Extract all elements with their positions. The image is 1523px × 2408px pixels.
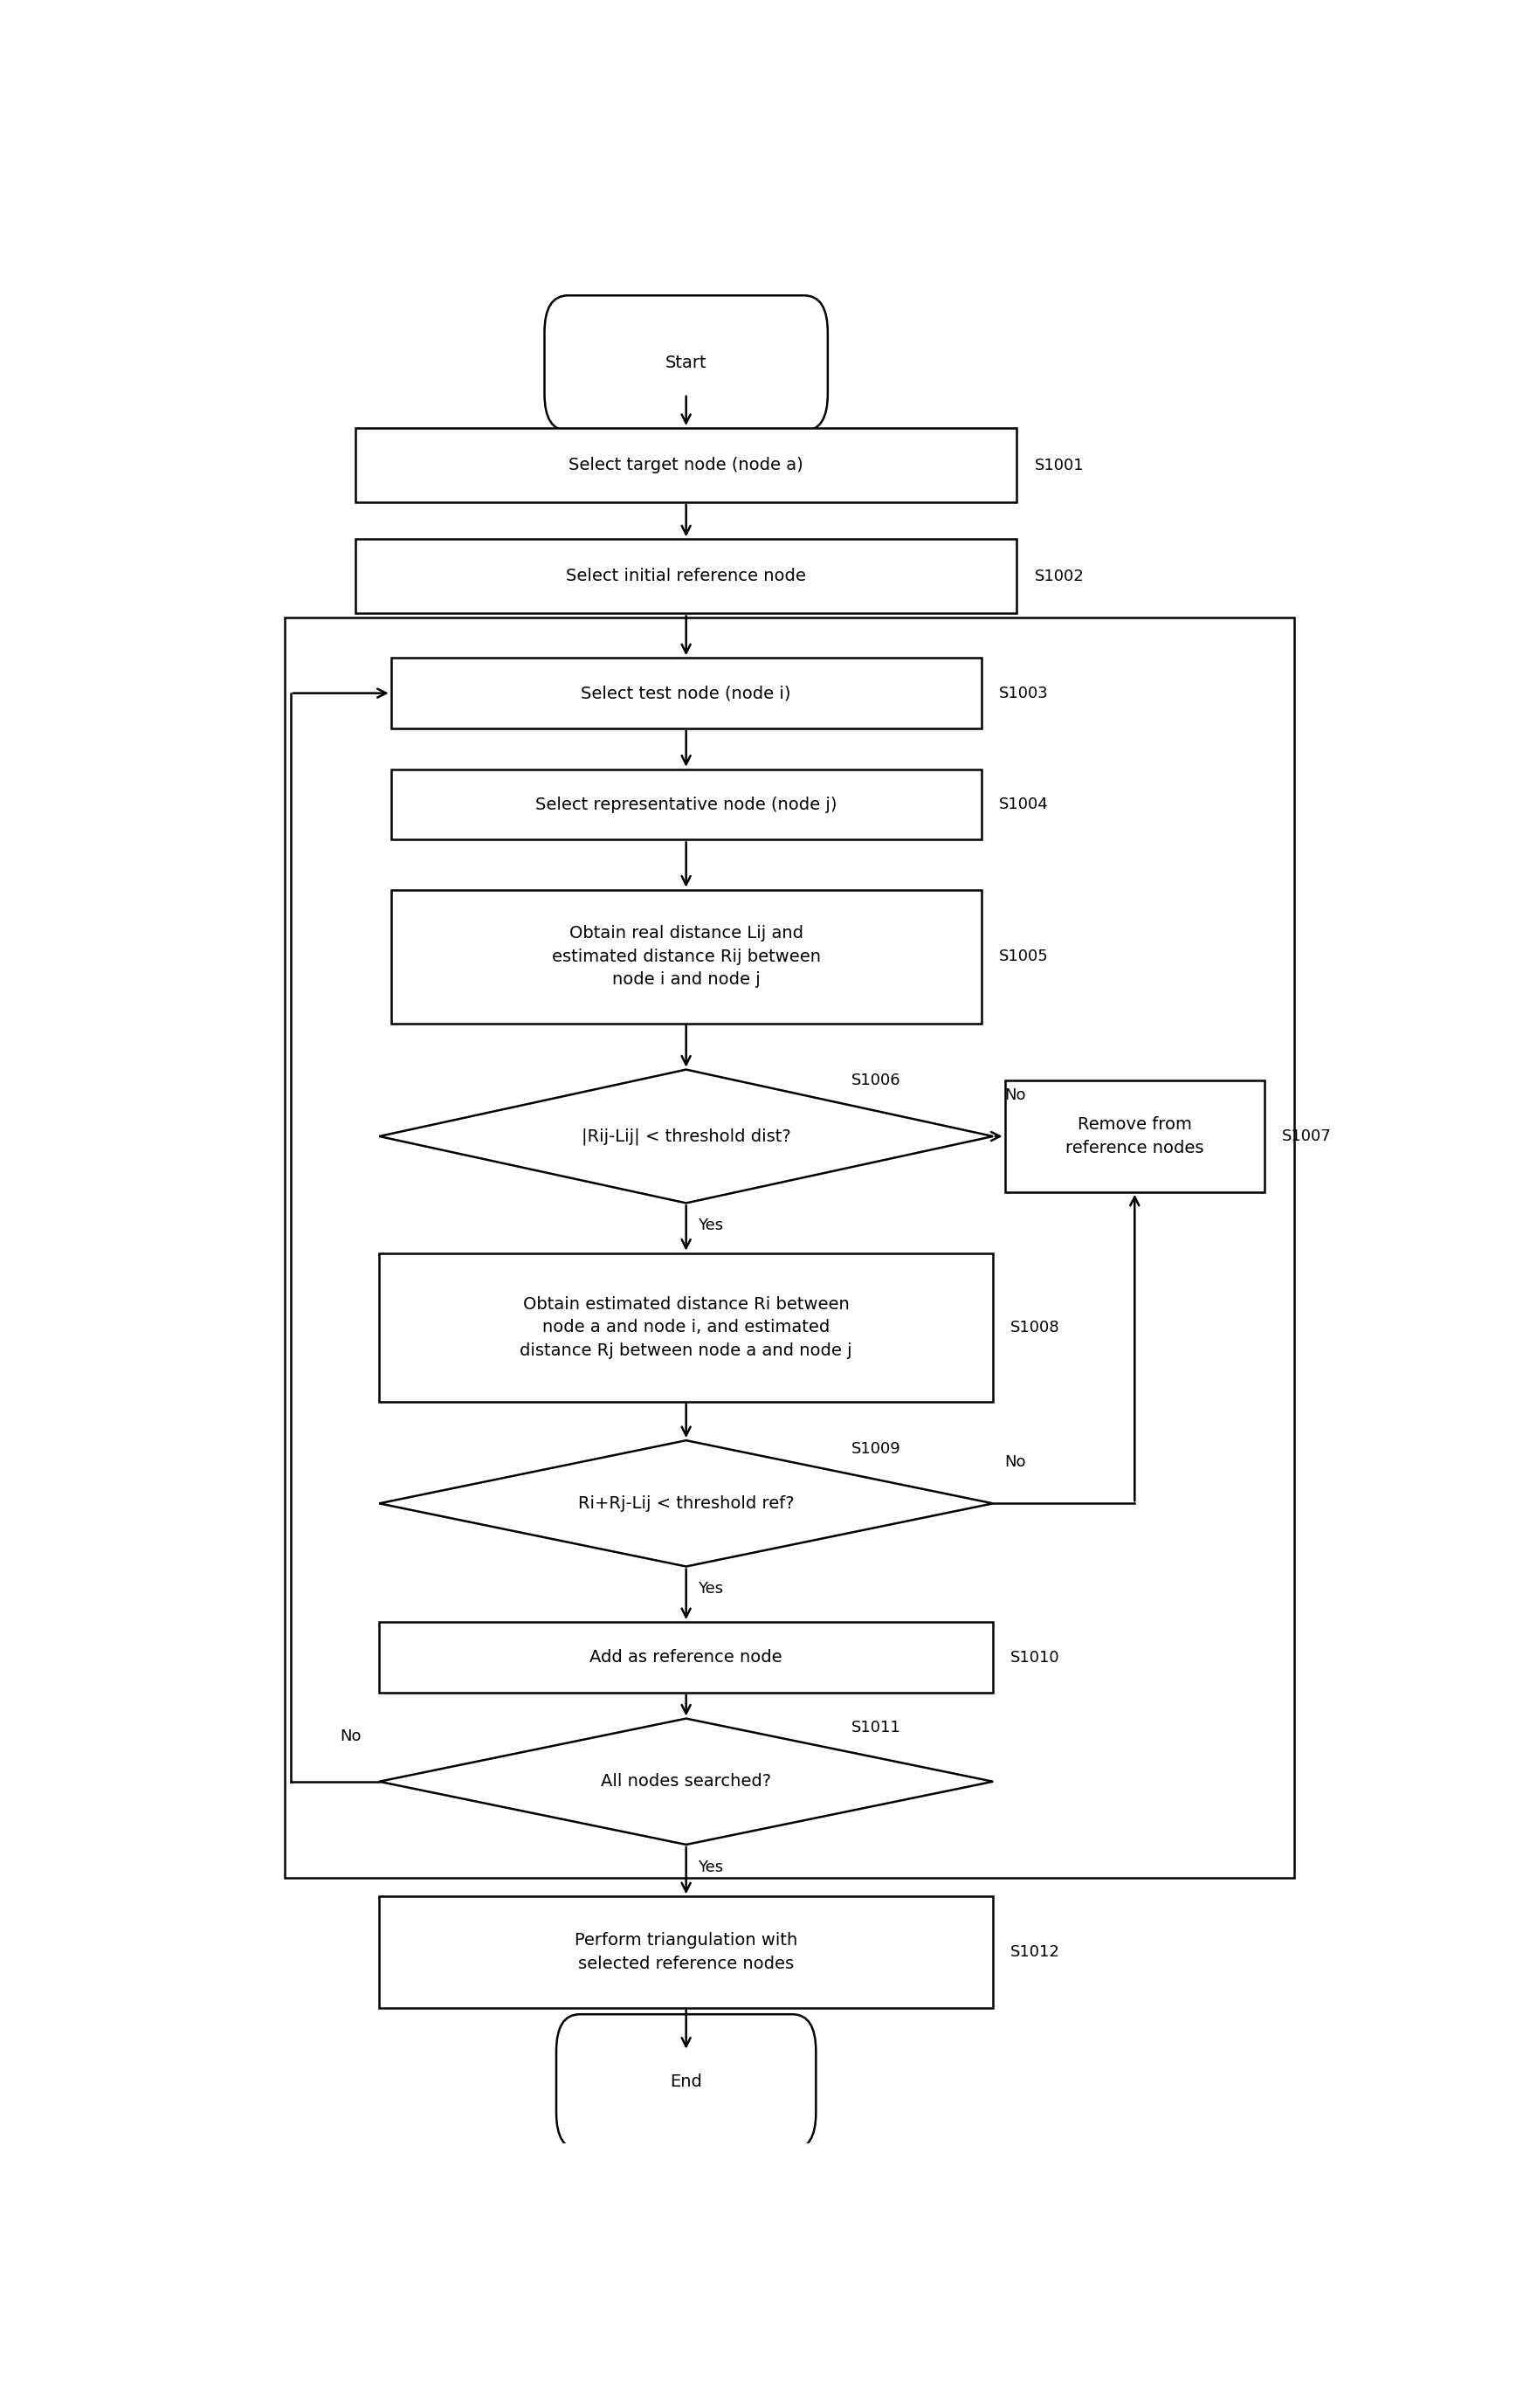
Text: Perform triangulation with
selected reference nodes: Perform triangulation with selected refe… xyxy=(574,1931,798,1972)
FancyBboxPatch shape xyxy=(379,1252,993,1401)
Text: S1006: S1006 xyxy=(851,1072,900,1088)
Text: S1003: S1003 xyxy=(999,686,1048,701)
FancyBboxPatch shape xyxy=(556,2013,816,2150)
Text: Select test node (node i): Select test node (node i) xyxy=(582,684,790,701)
Text: Obtain estimated distance Ri between
node a and node i, and estimated
distance R: Obtain estimated distance Ri between nod… xyxy=(519,1296,853,1358)
Text: S1010: S1010 xyxy=(1011,1649,1060,1666)
Text: Obtain real distance Lij and
estimated distance Rij between
node i and node j: Obtain real distance Lij and estimated d… xyxy=(551,925,821,987)
Text: Add as reference node: Add as reference node xyxy=(589,1649,783,1666)
FancyBboxPatch shape xyxy=(379,1623,993,1693)
Text: S1011: S1011 xyxy=(851,1719,902,1736)
Polygon shape xyxy=(379,1719,993,1845)
FancyBboxPatch shape xyxy=(391,657,981,727)
Polygon shape xyxy=(379,1440,993,1568)
FancyBboxPatch shape xyxy=(391,889,981,1023)
Text: Select representative node (node j): Select representative node (node j) xyxy=(535,797,838,814)
Text: Yes: Yes xyxy=(698,1218,723,1233)
Text: All nodes searched?: All nodes searched? xyxy=(602,1772,771,1789)
Text: Select target node (node a): Select target node (node a) xyxy=(568,458,804,474)
Text: |Rij-Lij| < threshold dist?: |Rij-Lij| < threshold dist? xyxy=(582,1127,790,1144)
Polygon shape xyxy=(379,1069,993,1204)
Text: End: End xyxy=(670,2073,702,2090)
Text: S1004: S1004 xyxy=(999,797,1048,811)
Text: Remove from
reference nodes: Remove from reference nodes xyxy=(1066,1117,1203,1156)
FancyBboxPatch shape xyxy=(379,1898,993,2008)
Text: S1001: S1001 xyxy=(1034,458,1084,472)
Text: Yes: Yes xyxy=(698,1582,723,1597)
FancyBboxPatch shape xyxy=(355,429,1017,503)
Text: No: No xyxy=(1005,1088,1027,1103)
Text: S1008: S1008 xyxy=(1011,1320,1060,1334)
Text: Select initial reference node: Select initial reference node xyxy=(567,568,806,585)
Text: No: No xyxy=(340,1729,361,1743)
FancyBboxPatch shape xyxy=(1005,1081,1264,1192)
FancyBboxPatch shape xyxy=(545,296,827,431)
Text: Start: Start xyxy=(666,354,707,371)
Text: S1005: S1005 xyxy=(999,949,1048,963)
Text: Ri+Rj-Lij < threshold ref?: Ri+Rj-Lij < threshold ref? xyxy=(579,1495,793,1512)
Text: S1002: S1002 xyxy=(1034,568,1084,585)
Text: S1012: S1012 xyxy=(1011,1943,1060,1960)
Text: S1009: S1009 xyxy=(851,1442,902,1457)
Text: Yes: Yes xyxy=(698,1859,723,1876)
FancyBboxPatch shape xyxy=(391,768,981,840)
Text: No: No xyxy=(1005,1454,1027,1469)
FancyBboxPatch shape xyxy=(355,539,1017,614)
Text: S1007: S1007 xyxy=(1282,1129,1331,1144)
